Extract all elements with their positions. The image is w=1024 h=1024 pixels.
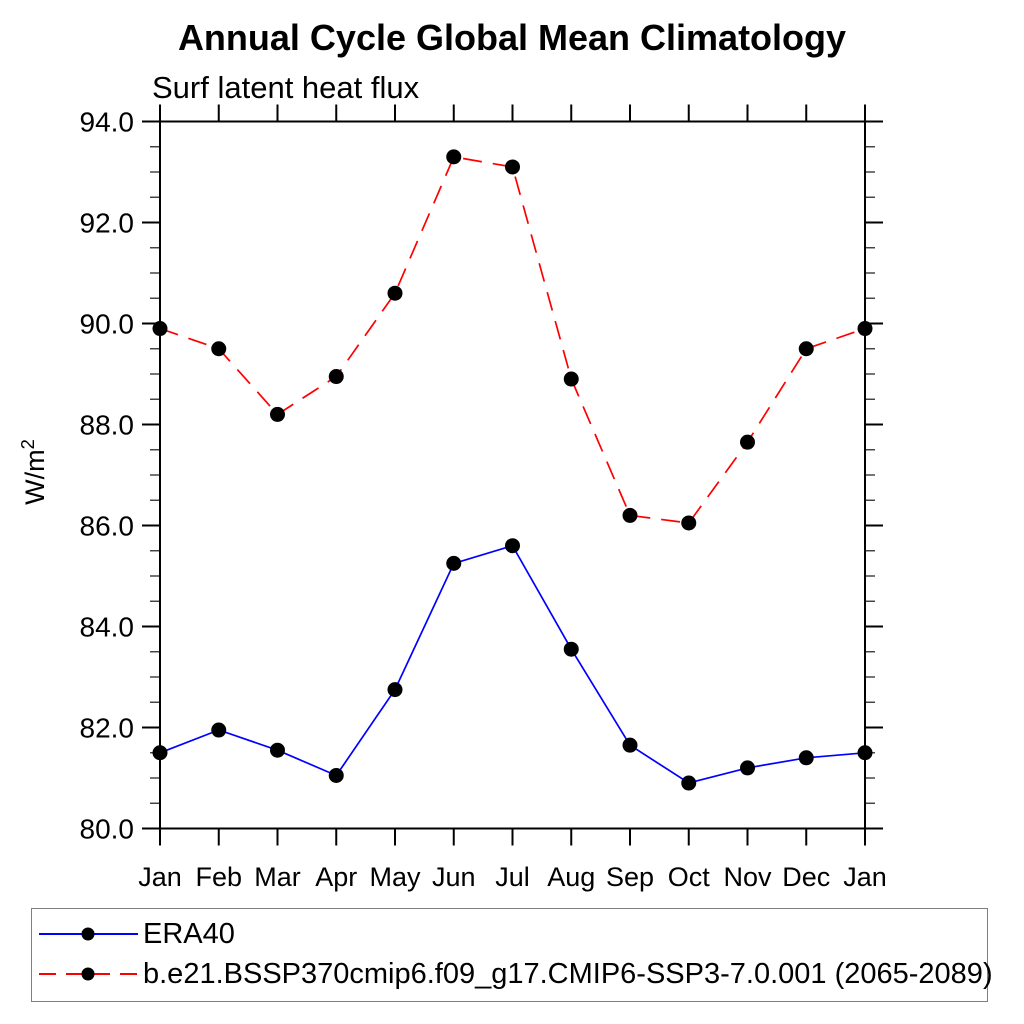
series-line-1 [159,155,866,524]
y-axis-tick-label: 92.0 [80,208,135,239]
data-point-marker [563,371,579,387]
data-point-marker [387,682,403,698]
data-point-marker [622,737,638,753]
data-point-marker [446,555,462,571]
y-axis-tick-label: 88.0 [80,410,135,441]
x-axis-tick-label: May [369,862,421,892]
data-point-marker [563,641,579,657]
data-point-marker [798,341,814,357]
x-axis-tick-label: Sep [606,862,654,892]
data-point-marker [270,742,285,758]
legend-entry-model: b.e21.BSSP370cmip6.f09_g17.CMIP6-SSP3-7.… [36,957,993,990]
data-point-marker [798,750,814,766]
x-axis-tick-label: Feb [195,862,242,892]
series-line-0 [159,544,866,784]
legend-box: ERA40 b.e21.BSSP370cmip6.f09_g17.CMIP6-S… [31,908,993,1002]
x-axis-tick-label: Jul [495,862,530,892]
data-point-marker [152,321,168,337]
y-axis-tick-label: 82.0 [80,713,135,744]
y-axis-tick-label: 90.0 [80,309,135,340]
data-point-marker [328,369,344,385]
data-point-marker [740,434,755,450]
x-axis-tick-label: Aug [547,862,595,892]
data-point-marker [857,321,873,337]
x-axis-tick-label: Jun [432,862,476,892]
data-point-marker [152,745,168,761]
x-axis-tick-label: Nov [723,862,772,892]
data-point-marker [505,159,520,175]
data-point-marker [387,285,403,301]
data-point-marker [740,760,755,776]
data-point-marker [622,507,638,523]
data-point-marker [328,767,344,783]
chart-subtitle: Surf latent heat flux [152,70,420,105]
x-axis-tick-label: Jan [138,862,182,892]
x-axis-tick-label: Oct [668,862,711,892]
chart-title: Annual Cycle Global Mean Climatology [177,17,847,58]
legend-marker-dot-icon [81,927,95,941]
data-point-marker [446,149,462,165]
x-axis-tick-label: Apr [315,862,357,892]
y-axis-tick-label: 80.0 [80,814,135,845]
data-point-marker [505,538,520,554]
legend-label-era40: ERA40 [143,917,235,950]
legend-line-sample-dashed-icon [39,967,138,981]
data-point-marker [857,745,873,761]
y-axis-tick-label: 84.0 [80,612,135,643]
legend-marker-dot-icon [81,967,95,981]
x-axis-tick-label: Jan [843,862,887,892]
data-point-marker [211,722,227,738]
data-point-marker [681,515,697,531]
data-point-marker [211,341,227,357]
x-axis-tick-label: Dec [782,862,830,892]
data-point-marker [270,406,285,422]
legend-entry-era40: ERA40 [36,917,235,950]
x-axis-tick-label: Mar [254,862,301,892]
plot-frame [159,120,866,830]
legend-line-sample-solid-icon [39,927,138,941]
legend-label-model: b.e21.BSSP370cmip6.f09_g17.CMIP6-SSP3-7.… [143,957,993,990]
y-axis-tick-label: 86.0 [80,511,135,542]
data-point-marker [681,775,697,791]
y-axis-tick-label: 94.0 [80,107,135,138]
